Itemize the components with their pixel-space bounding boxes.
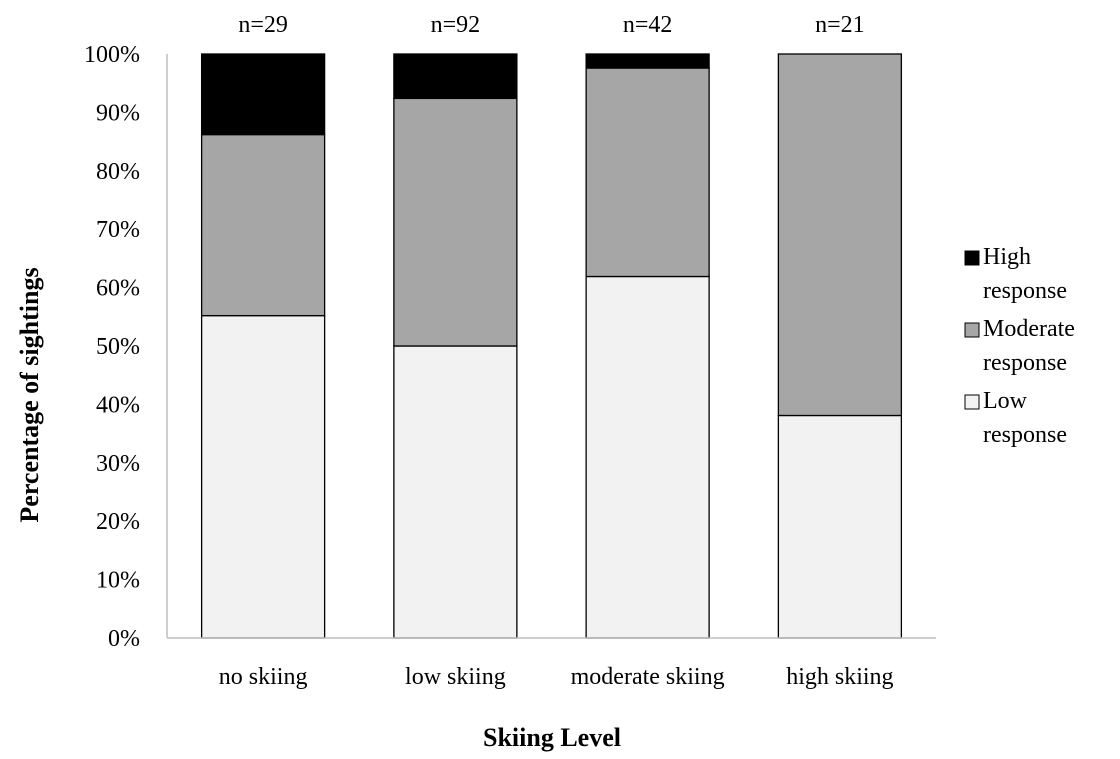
bar-segment-high-response [393,53,518,100]
y-tick-label: 90% [96,100,140,126]
bar-segment-high-response [585,53,710,69]
legend-swatch [964,394,980,410]
y-tick-label: 20% [96,509,140,535]
y-tick-label: 60% [96,276,140,302]
sample-size-label: n=29 [238,12,288,38]
y-tick-label: 80% [96,159,140,185]
x-tick-label: low skiing [405,664,506,690]
y-tick-label: 50% [96,334,140,360]
y-axis-title-group: Percentage of sightings [15,267,44,522]
y-tick-label: 10% [96,568,140,594]
bar-segment-low-response [585,275,710,639]
x-tick-label: high skiing [786,664,893,690]
sample-size-label: n=42 [623,12,673,38]
y-axis-title: Percentage of sightings [15,267,44,522]
y-tick-label: 70% [96,217,140,243]
bar-segment-low-response [393,345,518,639]
plot-area: 0% 10% 20% 30% 40% 50% 60% 70% 80% 90% 100% no skii… [84,12,936,690]
x-tick-label: moderate skiing [571,664,725,690]
legend-label: response [983,422,1067,448]
sample-size-label: n=92 [431,12,481,38]
bar-segment-low-response [777,414,903,639]
y-tick-label: 30% [96,451,140,477]
legend-label: Moderate [983,316,1075,342]
x-axis-title: Skiing Level [483,723,621,752]
bar-segment-moderate-response [393,97,518,347]
bar-segment-moderate-response [200,133,326,317]
sample-size-label: n=21 [815,12,865,38]
legend: High response Moderate response Low response [964,244,1075,448]
y-tick-label: 0% [108,626,140,652]
legend-label: Low [983,388,1028,414]
y-tick-label: 40% [96,392,140,418]
legend-label: response [983,350,1067,376]
x-tick-label: no skiing [219,664,308,690]
y-tick-label: 100% [84,42,140,68]
bar-segment-moderate-response [585,67,710,278]
bar-segment-high-response [200,53,326,136]
bar-segment-moderate-response [777,53,903,417]
legend-label: High [983,244,1031,270]
legend-swatch [964,250,980,266]
legend-label: response [983,278,1067,304]
bar-segment-low-response [200,314,326,639]
legend-swatch [964,322,980,338]
